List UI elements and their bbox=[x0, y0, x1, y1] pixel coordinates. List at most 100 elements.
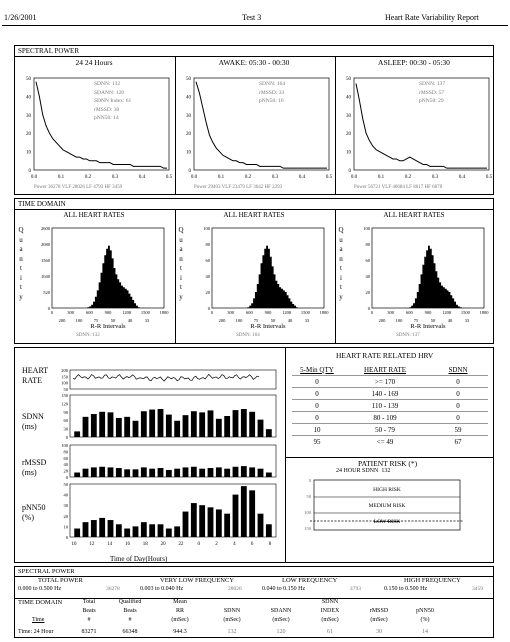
sdnn-bar bbox=[240, 409, 247, 437]
row-value: 14 bbox=[422, 629, 428, 635]
x-tick-label: 0.4 bbox=[139, 175, 146, 180]
band-range: 0.150 to 0.500 Hz bbox=[384, 586, 428, 592]
y-tick-label: 60 bbox=[64, 456, 69, 461]
row-value: 944.3 bbox=[173, 629, 187, 635]
rmssd-bar bbox=[182, 467, 189, 477]
x-tick-label: 0.0 bbox=[351, 175, 358, 180]
y-tick-label: 100 bbox=[61, 443, 69, 448]
col-unit: (%) bbox=[420, 617, 430, 623]
y-tick-label: 0 bbox=[349, 169, 352, 174]
x-tick-label: 600 bbox=[86, 310, 94, 315]
trend-frame bbox=[69, 394, 277, 438]
quantity-letter: y bbox=[19, 292, 23, 301]
y-tick-label: 40 bbox=[186, 95, 192, 100]
band-range: 0.040 to 0.150 Hz bbox=[262, 586, 306, 592]
band-name: LOW FREQUENCY bbox=[282, 577, 338, 584]
pnn50-bar bbox=[249, 490, 256, 537]
row-value: 30 bbox=[376, 629, 382, 635]
pnn50-bar bbox=[115, 524, 122, 537]
quantity-letter: a bbox=[19, 245, 23, 253]
y-tick-label: 0 bbox=[66, 475, 69, 480]
histogram-footer: SDNN: 132 bbox=[76, 333, 100, 338]
pnn50-bar bbox=[224, 513, 231, 537]
row-value: 120 bbox=[276, 629, 286, 635]
row-label: Time: 24 Hour bbox=[18, 629, 54, 635]
summary-title: SPECTRAL POWER bbox=[18, 568, 75, 575]
sdnn-bar bbox=[174, 420, 181, 437]
plot-frame bbox=[353, 77, 490, 171]
x-tick-label: 1500 bbox=[301, 310, 311, 315]
x-tick-label: 1500 bbox=[141, 310, 151, 315]
spectral-stats: SDNN: 137 rMSSD: 57 pNN50: 29 bbox=[419, 81, 446, 104]
row-value: 61 bbox=[327, 629, 333, 635]
pnn50-bar bbox=[140, 522, 147, 537]
pnn50-bar bbox=[165, 528, 172, 537]
risk-level-label: MEDIUM RISK bbox=[369, 503, 406, 509]
rmssd-bar bbox=[165, 469, 172, 477]
report-date: 1/26/2001 bbox=[4, 13, 37, 22]
x-tick-label: 0.4 bbox=[459, 175, 466, 180]
x-tick-label: 40 bbox=[448, 318, 453, 323]
x-tick-label: 0 bbox=[371, 310, 374, 315]
trend-xlabel: Time of Day(Hours) bbox=[110, 555, 168, 563]
quantity-letter: n bbox=[179, 254, 183, 263]
x-tick-label: 0.3 bbox=[272, 175, 279, 180]
y-tick-label: 50 bbox=[26, 77, 32, 82]
x-tick-label: 75 bbox=[414, 318, 419, 323]
risk-subtitle: 24 HOUR SDNN 132 bbox=[336, 468, 390, 474]
hrv-header: HEART RATE bbox=[363, 365, 407, 374]
sdnn-bar bbox=[115, 417, 122, 437]
sdnn-bar bbox=[74, 431, 81, 437]
y-tick-label: 40 bbox=[366, 274, 371, 279]
col-mid: pNN50 bbox=[416, 608, 434, 614]
col-mid: Beats bbox=[82, 608, 96, 614]
y-tick-label: 0 bbox=[48, 306, 51, 311]
y-tick-label: 60 bbox=[64, 418, 69, 423]
quantity-letter: u bbox=[179, 235, 183, 244]
x-tick-label: 0.0 bbox=[31, 175, 38, 180]
x-tick-label: 0.5 bbox=[166, 175, 173, 180]
x-tick-label: 22 bbox=[178, 542, 184, 547]
histogram-title: ALL HEART RATES bbox=[63, 211, 125, 219]
col-unit: (mSec) bbox=[370, 617, 388, 623]
pnn50-bar bbox=[174, 526, 181, 537]
hrv-row: 0 110 - 139 0 bbox=[292, 399, 488, 412]
quantity-letter: t bbox=[20, 264, 22, 272]
sdnn-bar bbox=[232, 410, 239, 437]
quantity-letter: i bbox=[340, 273, 342, 282]
risk-tick-label: 50 bbox=[307, 494, 312, 499]
histogram-chart: 2600 2080 1560 1040 520 00 300 600 900 1200 1500 18… bbox=[41, 226, 169, 330]
risk-level-label: HIGH RISK bbox=[373, 487, 401, 493]
hrv-cell: 140 - 169 bbox=[342, 387, 428, 400]
y-tick-label: 90 bbox=[64, 410, 69, 415]
x-tick-label: 0.2 bbox=[405, 175, 412, 180]
rmssd-bar bbox=[74, 472, 81, 477]
pnn50-bar bbox=[190, 503, 197, 537]
spectral-section: SPECTRAL POWER bbox=[14, 45, 494, 195]
x-tick-label: 900 bbox=[425, 310, 433, 315]
col-top: Mean bbox=[173, 599, 187, 605]
x-tick-label: 40 bbox=[128, 318, 133, 323]
x-tick-label: 12 bbox=[89, 542, 95, 547]
hrv-cell: >= 170 bbox=[342, 375, 428, 388]
rmssd-bar bbox=[99, 466, 106, 477]
rmssd-bar bbox=[90, 467, 97, 477]
x-tick-label: 0.4 bbox=[299, 175, 306, 180]
y-tick-label: 30 bbox=[26, 114, 32, 119]
x-tick-label: 50 bbox=[271, 318, 276, 323]
hrv-table-title: HEART RATE RELATED HRV bbox=[336, 351, 434, 360]
x-tick-label: 900 bbox=[105, 310, 113, 315]
risk-level-label: LOW RISK bbox=[374, 519, 400, 525]
heart-rate-line bbox=[72, 373, 260, 382]
quantity-letter: a bbox=[179, 245, 183, 253]
spectral-stats: SDNN: 132 SDANN: 120 SDNN Index: 61 rMSS… bbox=[94, 81, 132, 121]
risk-subtitle-text: 24 HOUR SDNN bbox=[336, 468, 379, 474]
rmssd-bar bbox=[190, 466, 197, 477]
y-tick-label: 30 bbox=[186, 114, 192, 119]
x-tick-label: 50 bbox=[111, 318, 116, 323]
x-tick-label: 20 bbox=[161, 542, 167, 547]
histogram-footer: SDNN: 137 bbox=[396, 333, 420, 338]
sdnn-bar bbox=[224, 416, 231, 437]
rmssd-label: rMSSD (ms) bbox=[22, 458, 47, 477]
quantity-letter: n bbox=[19, 254, 23, 263]
